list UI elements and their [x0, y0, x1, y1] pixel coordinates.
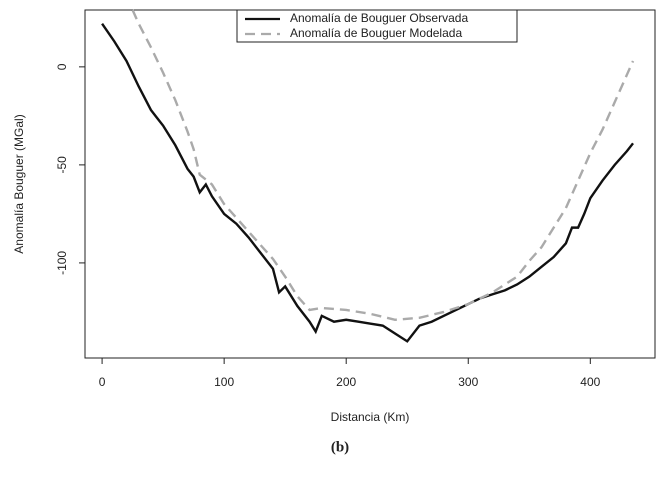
series-line	[101, 23, 634, 343]
y-axis-label: Anomalía Bouguer (MGal)	[12, 114, 26, 253]
y-tick-label: 0	[55, 63, 69, 70]
y-tick-label: -50	[55, 156, 69, 174]
legend-label: Anomalía de Bouguer Observada	[290, 11, 468, 25]
legend-box	[236, 9, 518, 43]
x-tick-label: 300	[458, 375, 478, 389]
series-line	[131, 9, 635, 321]
x-tick-label: 0	[99, 375, 106, 389]
x-tick-label: 400	[580, 375, 600, 389]
x-tick-label: 200	[336, 375, 356, 389]
x-tick-label: 100	[214, 375, 234, 389]
legend-label: Anomalía de Bouguer Modelada	[290, 26, 462, 40]
caption: (b)	[331, 439, 349, 455]
y-tick-label: -100	[55, 251, 69, 275]
x-axis-label: Distancia (Km)	[331, 410, 410, 424]
plot-frame	[84, 9, 656, 359]
